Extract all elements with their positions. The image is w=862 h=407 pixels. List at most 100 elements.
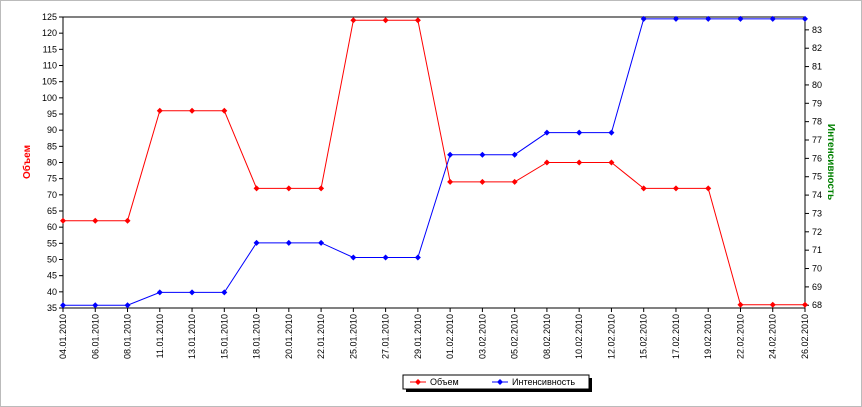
marker bbox=[285, 239, 292, 246]
y2-tick-label: 79 bbox=[812, 98, 822, 108]
y2-tick-label: 82 bbox=[812, 43, 822, 53]
marker bbox=[92, 302, 99, 309]
marker bbox=[576, 129, 583, 136]
marker bbox=[511, 151, 518, 158]
y-tick-label: 115 bbox=[43, 44, 57, 54]
y-tick-label: 40 bbox=[47, 287, 57, 297]
marker bbox=[124, 217, 131, 224]
x-tick-label: 01.02.2010 bbox=[445, 314, 455, 359]
y2-tick-label: 74 bbox=[812, 190, 822, 200]
marker bbox=[543, 159, 550, 166]
y2-tick-label: 80 bbox=[812, 80, 822, 90]
marker bbox=[737, 301, 744, 308]
marker bbox=[769, 15, 776, 22]
marker bbox=[447, 151, 454, 158]
marker bbox=[92, 217, 99, 224]
marker bbox=[253, 185, 260, 192]
marker bbox=[189, 107, 196, 114]
x-tick-label: 12.02.2010 bbox=[606, 314, 616, 359]
y-tick-label: 35 bbox=[47, 303, 57, 313]
y2-axis-title: Интенсивность bbox=[825, 124, 836, 200]
marker bbox=[350, 254, 357, 261]
y-tick-label: 60 bbox=[47, 222, 57, 232]
y2-tick-label: 72 bbox=[812, 227, 822, 237]
y2-tick-label: 78 bbox=[812, 117, 822, 127]
marker bbox=[705, 185, 712, 192]
marker bbox=[156, 107, 163, 114]
marker bbox=[576, 159, 583, 166]
marker bbox=[672, 185, 679, 192]
x-tick-label: 20.01.2010 bbox=[284, 314, 294, 359]
y2-tick-label: 77 bbox=[812, 135, 822, 145]
marker bbox=[382, 17, 389, 24]
y2-tick-label: 73 bbox=[812, 208, 822, 218]
x-tick-label: 11.01.2010 bbox=[155, 314, 165, 358]
y-tick-label: 70 bbox=[47, 190, 57, 200]
y2-tick-label: 75 bbox=[812, 172, 822, 182]
y-tick-label: 95 bbox=[47, 109, 57, 119]
marker bbox=[769, 301, 776, 308]
y-tick-label: 85 bbox=[47, 141, 57, 151]
y2-tick-label: 76 bbox=[812, 153, 822, 163]
marker bbox=[802, 301, 808, 308]
marker bbox=[156, 289, 163, 296]
x-tick-label: 04.01.2010 bbox=[58, 314, 68, 359]
legend-label: Интенсивность bbox=[512, 377, 575, 387]
marker bbox=[511, 178, 518, 185]
marker bbox=[318, 185, 325, 192]
marker bbox=[640, 185, 647, 192]
x-tick-label: 19.02.2010 bbox=[703, 314, 713, 359]
x-tick-label: 27.01.2010 bbox=[381, 314, 391, 359]
marker bbox=[350, 17, 357, 24]
marker bbox=[705, 15, 712, 22]
x-tick-label: 08.01.2010 bbox=[123, 314, 133, 359]
x-tick-label: 03.02.2010 bbox=[477, 314, 487, 359]
marker bbox=[382, 254, 389, 261]
marker bbox=[318, 239, 325, 246]
y-tick-label: 45 bbox=[47, 271, 57, 281]
marker bbox=[672, 15, 679, 22]
x-tick-label: 05.02.2010 bbox=[510, 314, 520, 359]
x-tick-label: 15.02.2010 bbox=[639, 314, 649, 359]
x-tick-label: 24.02.2010 bbox=[768, 314, 778, 359]
y2-tick-label: 71 bbox=[812, 245, 822, 255]
marker bbox=[221, 289, 228, 296]
x-tick-label: 08.02.2010 bbox=[542, 314, 552, 359]
y-tick-label: 80 bbox=[47, 158, 57, 168]
x-tick-label: 26.02.2010 bbox=[800, 314, 810, 359]
y-tick-label: 90 bbox=[47, 125, 57, 135]
y-tick-label: 50 bbox=[47, 255, 57, 265]
x-tick-label: 15.01.2010 bbox=[219, 314, 229, 359]
y-tick-label: 110 bbox=[43, 61, 57, 71]
x-tick-label: 29.01.2010 bbox=[413, 314, 423, 359]
y-tick-label: 125 bbox=[42, 12, 57, 22]
marker bbox=[447, 178, 454, 185]
x-tick-label: 18.01.2010 bbox=[252, 314, 262, 359]
legend-marker bbox=[497, 379, 503, 385]
x-tick-label: 06.01.2010 bbox=[90, 314, 100, 359]
x-tick-label: 22.01.2010 bbox=[316, 314, 326, 359]
series-line bbox=[63, 18, 805, 306]
x-tick-label: 17.02.2010 bbox=[671, 314, 681, 359]
marker bbox=[414, 17, 421, 24]
marker bbox=[737, 15, 744, 22]
x-tick-label: 13.01.2010 bbox=[187, 314, 197, 359]
x-tick-label: 10.02.2010 bbox=[574, 314, 584, 359]
x-tick-label: 22.02.2010 bbox=[735, 314, 745, 359]
y-tick-label: 105 bbox=[42, 77, 57, 87]
marker bbox=[543, 129, 550, 136]
legend-label: Объем bbox=[430, 377, 459, 387]
marker bbox=[479, 178, 486, 185]
marker bbox=[221, 107, 228, 114]
y2-tick-label: 83 bbox=[812, 25, 822, 35]
marker bbox=[640, 15, 647, 22]
marker bbox=[285, 185, 292, 192]
marker bbox=[802, 15, 808, 22]
y-tick-label: 75 bbox=[47, 174, 57, 184]
y2-tick-label: 69 bbox=[812, 282, 822, 292]
marker bbox=[608, 159, 615, 166]
y-tick-label: 65 bbox=[47, 206, 57, 216]
marker bbox=[60, 302, 66, 309]
marker bbox=[189, 289, 196, 296]
